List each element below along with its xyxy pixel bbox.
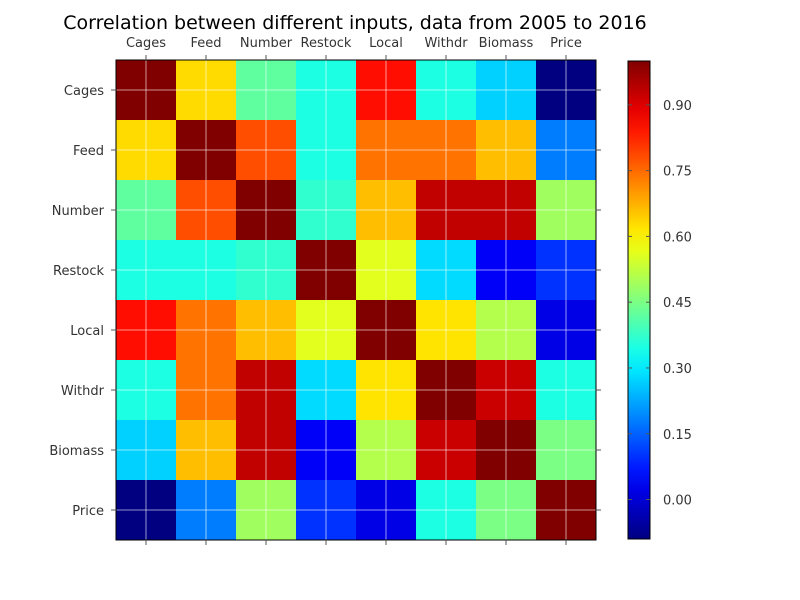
heatmap-grid — [116, 60, 596, 540]
axis-ticks — [111, 55, 601, 545]
x-tick-label: Number — [240, 36, 293, 51]
y-tick-label: Number — [52, 204, 105, 219]
colorbar-tick-label: 0.90 — [663, 99, 692, 114]
colorbar-tick-label: 0.75 — [663, 165, 692, 180]
y-tick-label: Biomass — [49, 444, 104, 459]
y-tick-label: Price — [72, 504, 104, 519]
colorbar-tick-label: 0.30 — [663, 362, 692, 377]
y-axis-tick-labels: Cages Feed Number Restock Local Withdr Biomass… — [49, 84, 104, 519]
colorbar-tick-label: 0.15 — [663, 428, 692, 443]
x-axis-tick-labels: Cages Feed Number Restock Local Withdr Biomass… — [126, 36, 582, 51]
x-tick-label: Price — [550, 36, 582, 51]
colorbar-tick-label: 0.45 — [663, 296, 692, 311]
y-tick-label: Withdr — [61, 384, 105, 399]
x-tick-label: Feed — [190, 36, 221, 51]
heatmap-cells — [116, 60, 597, 541]
colorbar: 0.00 0.15 0.30 0.45 0.60 0.75 0.90 — [627, 60, 692, 540]
heatmap-frame — [115, 59, 597, 541]
y-tick-label: Feed — [73, 144, 104, 159]
y-tick-label: Local — [70, 324, 104, 339]
y-tick-label: Cages — [64, 84, 104, 99]
y-tick-label: Restock — [53, 264, 104, 279]
x-tick-label: Biomass — [479, 36, 534, 51]
x-tick-label: Restock — [301, 36, 352, 51]
x-tick-label: Cages — [126, 36, 166, 51]
colorbar-tick-label: 0.60 — [663, 230, 692, 245]
colorbar-tick-label: 0.00 — [663, 494, 692, 509]
colorbar-gradient — [627, 60, 651, 540]
chart-title: Correlation between different inputs, da… — [63, 12, 647, 34]
x-tick-label: Local — [369, 36, 403, 51]
x-tick-label: Withdr — [424, 36, 468, 51]
